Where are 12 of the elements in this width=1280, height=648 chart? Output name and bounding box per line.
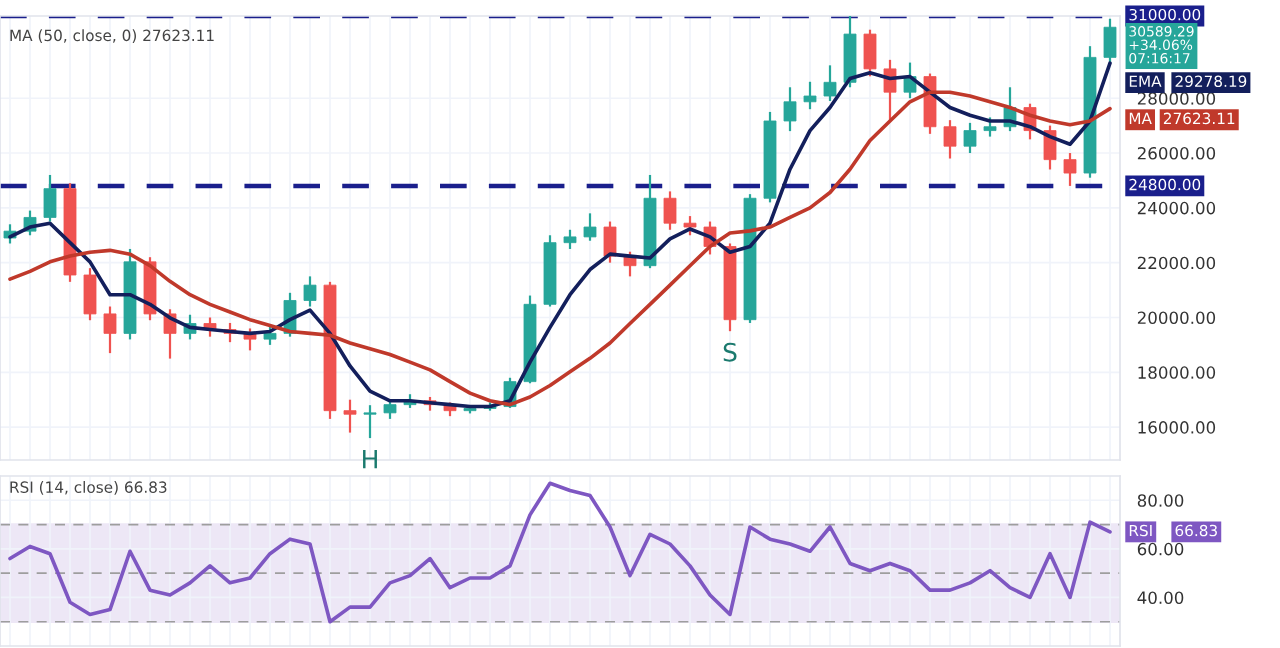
y-tick-label: 18000.00 [1138,366,1216,379]
y-tick-label: 20000.00 [1137,311,1216,325]
y-tick-label: 16000.00 [1138,421,1216,434]
annotation: S [723,342,737,362]
y-tick-label: 80.00 [1137,494,1184,507]
y-tick-label: 22000.00 [1137,256,1216,270]
y-tick-label: 60.00 [1137,542,1184,556]
y-tick-label: 28000.00 [1137,92,1216,105]
y-tick-label: 26000.00 [1137,147,1216,160]
annotation: H [363,449,377,469]
y-tick-label: 24000.00 [1137,201,1216,215]
y-tick-label: 40.00 [1137,591,1184,604]
